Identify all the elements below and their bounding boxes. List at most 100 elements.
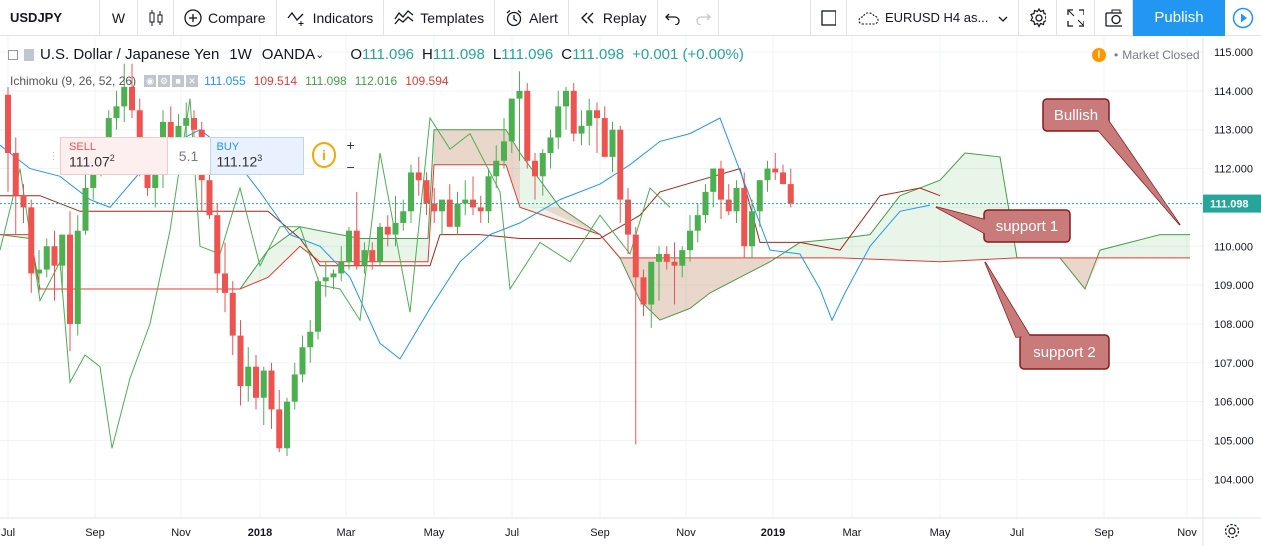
- candle-body: [718, 168, 724, 200]
- info-icon[interactable]: i: [311, 142, 337, 168]
- warning-icon: !: [1092, 48, 1106, 62]
- time-tick-label: 2019: [761, 527, 785, 539]
- senkou-span-b-line: [0, 164, 1190, 290]
- layout-selector[interactable]: EURUSD H4 as...: [847, 0, 1019, 36]
- candle-body: [28, 207, 35, 274]
- fullscreen-button[interactable]: [1057, 0, 1095, 36]
- candle: [601, 106, 608, 157]
- templates-button[interactable]: Templates: [384, 0, 496, 36]
- play-button[interactable]: [1225, 0, 1261, 36]
- candle-body: [268, 370, 275, 410]
- buy-label: BUY: [216, 141, 240, 153]
- compare-label: Compare: [208, 9, 266, 26]
- close-icon[interactable]: ✕: [186, 75, 199, 87]
- plus-icon[interactable]: +: [346, 137, 355, 153]
- time-tick-label: Jul: [1010, 527, 1024, 539]
- candle-body: [245, 366, 252, 387]
- candle: [423, 172, 430, 216]
- chevron-down-icon: [998, 10, 1008, 26]
- candle: [671, 242, 678, 305]
- price-tick-label: 110.000: [1214, 241, 1253, 253]
- support2-callout-box: [1019, 334, 1110, 370]
- indicators-button[interactable]: Indicators: [277, 0, 385, 36]
- square-icon: [821, 9, 836, 26]
- replay-button[interactable]: Replay: [569, 0, 658, 36]
- spread-value: 5.1: [167, 137, 210, 175]
- candle: [617, 125, 624, 223]
- indicator-name[interactable]: Ichimoku (9, 26, 52, 26): [10, 74, 137, 88]
- candle: [648, 261, 655, 328]
- candle-body: [307, 331, 314, 348]
- candle-body: [601, 118, 608, 157]
- candle-body: [415, 172, 422, 181]
- candle: [183, 102, 190, 142]
- settings-icon[interactable]: ⚙: [158, 75, 171, 87]
- candle-body: [539, 153, 546, 177]
- interval-button[interactable]: W: [100, 0, 138, 36]
- candle-body: [82, 187, 89, 231]
- symbol-search[interactable]: USDJPY: [0, 0, 100, 36]
- candle: [253, 355, 259, 410]
- sell-label: SELL: [69, 141, 96, 153]
- candle: [214, 203, 221, 293]
- settings-button[interactable]: [1019, 0, 1057, 36]
- candle: [609, 121, 616, 173]
- candle: [67, 211, 73, 352]
- price-tick-label: 107.000: [1214, 358, 1254, 370]
- candle-body: [764, 168, 771, 181]
- buy-button[interactable]: BUY 111.123: [209, 137, 304, 175]
- candle: [733, 180, 740, 223]
- candle: [28, 199, 35, 293]
- symbol-title[interactable]: U.S. Dollar / Japanese Yen: [40, 46, 220, 63]
- indicator-value-3: 111.098: [305, 74, 347, 88]
- redo-button[interactable]: [688, 0, 719, 36]
- fullscreen-select-button[interactable]: [811, 0, 847, 36]
- candle-body: [671, 261, 678, 266]
- snapshot-button[interactable]: [1095, 0, 1133, 36]
- candle: [129, 63, 135, 119]
- buy-sell-widget: ⋮ SELL 111.072 5.1 BUY 111.123 i + −: [47, 137, 359, 175]
- source-icon[interactable]: ■: [172, 75, 185, 87]
- indicators-icon: [287, 10, 307, 26]
- expand-icon: [1067, 8, 1084, 27]
- candle: [454, 191, 461, 235]
- current-price-tag: [1203, 194, 1261, 213]
- candle: [431, 187, 438, 223]
- support1-callout-label: support 1: [996, 218, 1059, 235]
- collapse-icon[interactable]: [8, 49, 18, 60]
- chart-style-button[interactable]: [138, 0, 174, 36]
- candle-body: [392, 222, 399, 235]
- candle: [485, 168, 492, 223]
- time-tick-label: Sep: [85, 527, 105, 539]
- redo-icon: [695, 13, 711, 25]
- candle-body: [291, 374, 298, 402]
- undo-button[interactable]: [658, 0, 688, 36]
- bullish-callout-pointer-fill: [1098, 120, 1180, 225]
- support2-callout-label: support 2: [1033, 344, 1096, 361]
- templates-icon: [394, 9, 414, 27]
- chevron-down-icon[interactable]: ⌄: [315, 49, 325, 61]
- candle: [493, 145, 500, 188]
- minus-icon[interactable]: −: [346, 159, 355, 175]
- sell-button[interactable]: SELL 111.072: [60, 137, 168, 175]
- candle-body: [431, 203, 438, 212]
- alert-button[interactable]: Alert: [495, 0, 569, 36]
- candle-body: [656, 254, 662, 262]
- candle: [555, 90, 562, 150]
- eye-icon[interactable]: ◉: [144, 75, 157, 87]
- candle-body: [477, 207, 484, 212]
- candle-body: [733, 187, 740, 212]
- candle-body: [183, 118, 190, 126]
- price-tick-label: 104.000: [1214, 474, 1254, 486]
- quantity-stepper[interactable]: + −: [342, 137, 359, 175]
- publish-button[interactable]: Publish: [1133, 0, 1225, 36]
- candle-body: [315, 281, 321, 332]
- candle-body: [555, 106, 562, 138]
- drag-handle[interactable]: ⋮: [48, 150, 59, 162]
- candle: [687, 215, 693, 262]
- candle-body: [694, 215, 701, 231]
- compare-button[interactable]: Compare: [174, 0, 277, 36]
- candle: [462, 180, 469, 216]
- candle-body: [322, 277, 329, 282]
